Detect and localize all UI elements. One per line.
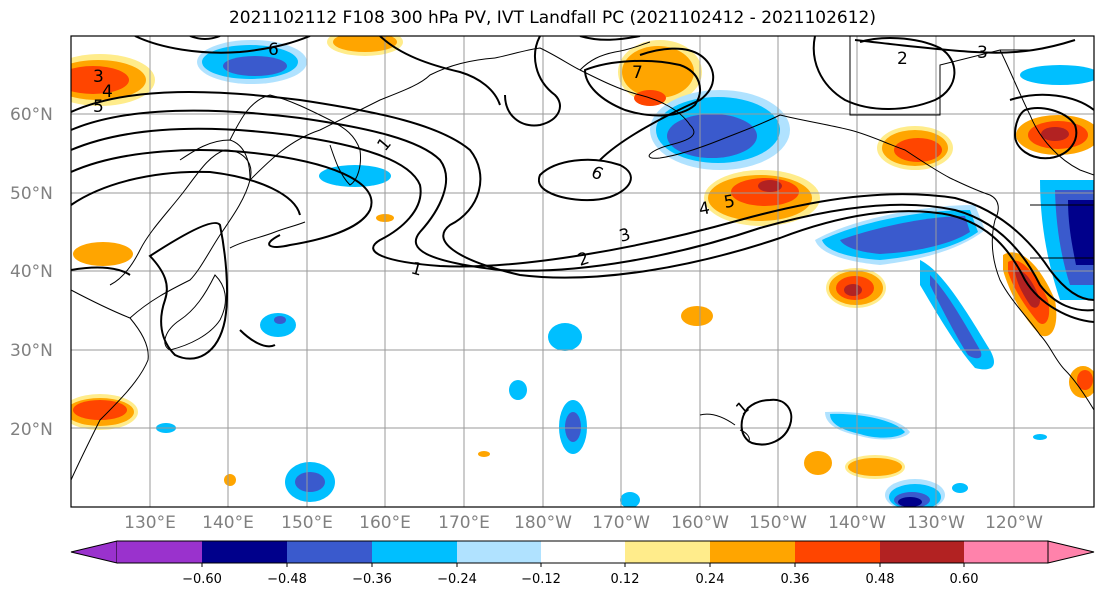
map-frame: [70, 35, 1095, 508]
colorbar-tick-label: −0.12: [521, 572, 561, 587]
lon-label: 150°E: [281, 513, 333, 533]
lon-label: 170°E: [438, 513, 490, 533]
contour-label: 7: [632, 63, 643, 83]
contour-label: 2: [897, 49, 908, 69]
lon-label: 140°W: [828, 513, 886, 533]
lat-label: 60°N: [10, 105, 53, 125]
lon-label: 140°E: [202, 513, 254, 533]
colorbar-extend-high: [1047, 540, 1095, 564]
colorbar-tick-label: −0.60: [182, 572, 222, 587]
lon-label: 160°W: [671, 513, 729, 533]
coastlines: [71, 36, 1094, 481]
colorbar-tick-label: 0.12: [610, 572, 640, 587]
lon-label: 160°E: [359, 513, 411, 533]
gridlines: [71, 36, 1094, 507]
lon-label: 130°E: [124, 513, 176, 533]
contour-label: 6: [588, 162, 606, 185]
pv-contours: [71, 36, 1094, 446]
contour-label: 4: [102, 82, 113, 102]
colorbar-tick-label: 0.36: [780, 572, 810, 587]
colorbar: [70, 540, 1095, 567]
contour-label: 4: [697, 198, 711, 220]
colorbar-tick-label: −0.36: [352, 572, 392, 587]
colorbar-tick-label: −0.24: [437, 572, 477, 587]
contour-label: 3: [93, 67, 104, 87]
lat-label: 40°N: [10, 262, 53, 282]
contour-label: 3: [977, 43, 988, 63]
lon-label: 150°W: [749, 513, 807, 533]
colorbar-tick-label: 0.24: [695, 572, 725, 587]
contour-label: 5: [93, 97, 104, 117]
lon-label: 130°W: [907, 513, 965, 533]
lon-label: 170°W: [592, 513, 650, 533]
colorbar-extend-low: [70, 540, 118, 564]
lat-label: 30°N: [10, 341, 53, 361]
colorbar-tick-label: 0.48: [865, 572, 895, 587]
colorbar-tick-label: −0.48: [267, 572, 307, 587]
lon-label: 120°W: [985, 513, 1043, 533]
lon-label: 180°W: [514, 513, 572, 533]
contour-label: 1: [732, 398, 753, 420]
shading-layer: [71, 36, 1094, 507]
contour-label: 3: [617, 225, 633, 247]
map-title: 2021102112 F108 300 hPa PV, IVT Landfall…: [228, 8, 876, 28]
lat-label: 20°N: [10, 420, 53, 440]
lat-label: 50°N: [10, 184, 53, 204]
contour-label: 5: [722, 191, 736, 213]
contour-label: 6: [268, 40, 279, 60]
colorbar-tick-label: 0.60: [949, 572, 979, 587]
contour-label: 1: [409, 259, 425, 281]
